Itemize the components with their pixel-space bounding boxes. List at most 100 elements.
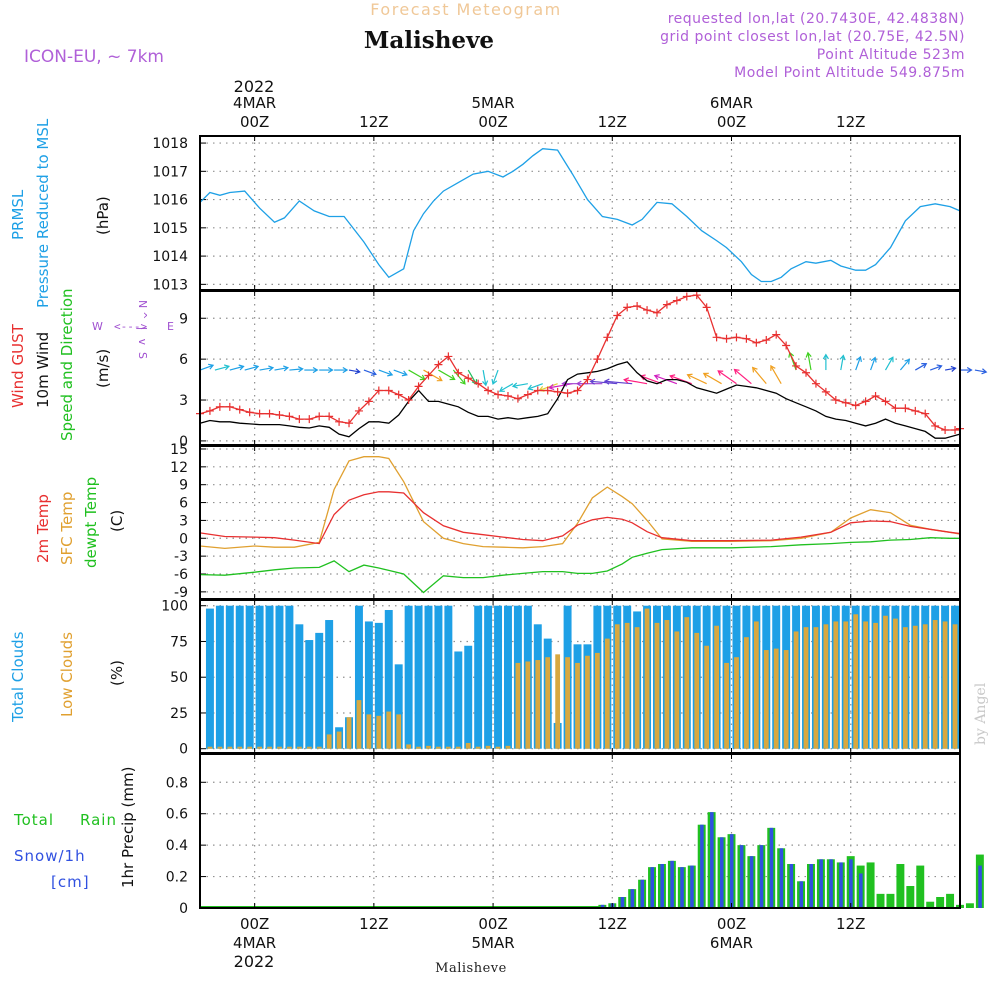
total-cloud-bar <box>484 605 493 749</box>
rain-bar <box>876 893 885 908</box>
wind-arrow-shaft <box>423 369 443 382</box>
gust-marker <box>821 387 830 396</box>
bottom-hour-label: 00Z <box>717 915 746 933</box>
gust-marker <box>772 330 781 339</box>
gust-marker <box>553 387 562 396</box>
wind-arrow <box>805 351 812 371</box>
gust-marker <box>414 382 423 391</box>
wind-arrow <box>491 369 499 386</box>
gust-marker <box>205 406 214 415</box>
rain-bar <box>916 865 925 908</box>
wind-arrow-shaft <box>687 374 707 385</box>
y-tick-label: 0 <box>179 531 188 547</box>
low-cloud-bar <box>744 637 749 749</box>
wind-arrow <box>289 366 304 373</box>
gust-marker <box>851 401 860 410</box>
wind-arrow <box>259 365 275 372</box>
low-cloud-bar <box>644 608 650 749</box>
gust-marker <box>444 352 453 361</box>
gust-marker <box>315 412 324 421</box>
gust-marker <box>841 398 850 407</box>
wind-arrow <box>788 351 797 371</box>
wind-plot <box>196 291 988 439</box>
gust-marker <box>921 409 930 418</box>
total-cloud-bar <box>265 605 274 749</box>
snow-bar <box>829 859 833 908</box>
snow-bar <box>799 881 804 908</box>
wind-arrow <box>855 355 862 371</box>
gust-marker <box>702 303 711 312</box>
wind-arrow <box>229 364 245 371</box>
gust-marker <box>335 417 344 426</box>
wind-arrow-head <box>603 378 610 385</box>
location-title: Malisheve <box>364 27 494 54</box>
low-cloud-bar <box>475 746 481 749</box>
low-cloud-bar <box>843 621 849 749</box>
top-hour-label: 12Z <box>598 113 627 131</box>
wind-arrow-head <box>223 364 231 371</box>
wind-arrow <box>527 383 543 391</box>
low-cloud-bar <box>893 618 898 749</box>
wind-arrow-shaft <box>807 352 812 371</box>
compass-south: S <box>136 352 149 359</box>
y-tick-label: 100 <box>161 599 188 615</box>
low-cloud-bar <box>436 746 441 749</box>
low-cloud-bar <box>704 645 710 749</box>
total-clouds-label: Total Clouds <box>9 631 27 723</box>
wind-arrow-head <box>839 354 846 361</box>
snow-label: Snow/1h <box>14 847 86 865</box>
wind-arrow <box>870 356 877 371</box>
wind-arrow-shaft <box>512 383 528 387</box>
bottom-hour-label: 12Z <box>359 915 388 933</box>
rain-bar <box>936 897 945 908</box>
gust-marker <box>563 389 572 398</box>
snow-bar <box>700 824 704 908</box>
wind-arrow-shaft <box>363 369 377 375</box>
wind-arrow <box>244 364 260 371</box>
gust-marker <box>722 334 731 343</box>
gust-marker <box>255 409 264 418</box>
wind-arrow <box>274 365 290 372</box>
low-cloud-bar <box>326 734 332 749</box>
snow-bar <box>779 848 784 908</box>
y-tick-label: 6 <box>179 352 188 368</box>
bottom-location: Malisheve <box>435 961 507 976</box>
pressure-unit: (hPa) <box>94 196 112 235</box>
wind-arrow-head <box>981 368 988 375</box>
wind-arrow-shaft <box>899 359 910 371</box>
panel-frame-temp <box>199 445 961 600</box>
snow-bar <box>789 864 794 908</box>
total-cloud-bar <box>325 620 334 749</box>
snow-bar <box>650 867 655 908</box>
total-cloud-bar <box>305 640 314 749</box>
wind-arrow <box>511 382 528 389</box>
wind-arrow-head <box>921 363 928 369</box>
temperature-plot <box>199 456 961 594</box>
compass-west: W <box>92 320 103 333</box>
snow-bar <box>749 856 754 908</box>
gust-marker <box>603 333 612 342</box>
gust-marker <box>424 371 433 380</box>
panel-frame-precip <box>199 753 961 909</box>
low-cloud-bar <box>366 714 372 749</box>
low-cloud-bar <box>595 652 600 749</box>
wind-arrow-shaft <box>884 356 894 371</box>
gust-marker <box>682 292 691 301</box>
wind-arrow-head <box>312 366 319 374</box>
wind-arrow-head <box>283 365 290 372</box>
gust-marker <box>901 404 910 413</box>
wind-arrow-head <box>511 382 518 389</box>
wind-arrow <box>423 369 443 382</box>
wind-arrow-head <box>904 358 911 365</box>
y-tick-label: 3 <box>179 393 188 409</box>
gust-marker <box>364 397 373 406</box>
low-cloud-bar <box>465 742 471 749</box>
bottom-hour-label: 00Z <box>478 915 507 933</box>
low-cloud-bar <box>227 746 233 749</box>
low-cloud-bar <box>207 746 213 749</box>
wind-arrow-head <box>342 366 349 374</box>
gust-marker <box>662 300 671 309</box>
rain-bar <box>866 862 875 908</box>
y-tick-label: 0.4 <box>166 838 188 854</box>
